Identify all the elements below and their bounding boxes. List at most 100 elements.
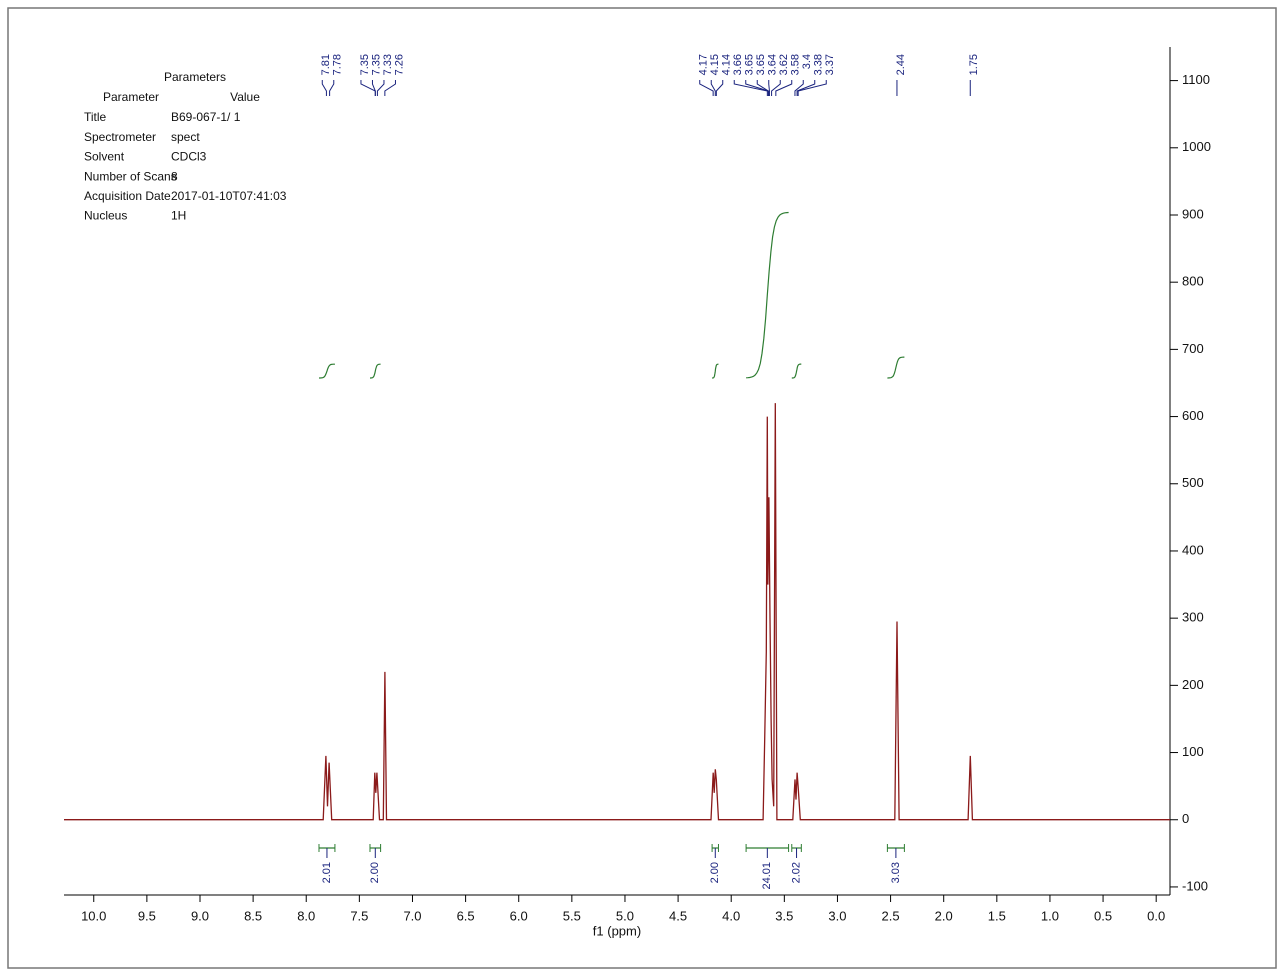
- peak-label: 3.58: [790, 54, 802, 75]
- x-tick-label: 2.0: [935, 908, 953, 923]
- frame: [7, 7, 1277, 969]
- peak-connector: [756, 80, 769, 96]
- integral-label: 2.02: [790, 862, 802, 883]
- y-tick-label: 100: [1182, 744, 1204, 759]
- peak-label: 3.38: [813, 54, 825, 75]
- peak-connector: [768, 80, 770, 96]
- integral-curve: [746, 211, 789, 379]
- x-tick-label: 1.0: [1041, 908, 1059, 923]
- peak-connector: [329, 80, 335, 96]
- x-tick-label: 3.0: [828, 908, 846, 923]
- x-tick-label: 1.5: [988, 908, 1006, 923]
- peak-label: 3.66: [732, 54, 744, 75]
- peak-label: 3.62: [778, 54, 790, 75]
- y-tick-label: 200: [1182, 677, 1204, 692]
- y-tick-label: -100: [1182, 878, 1208, 893]
- integral-curve: [887, 356, 905, 379]
- parameters-header: Parameter: [103, 90, 159, 104]
- y-tick-label: 300: [1182, 610, 1204, 625]
- parameter-value: spect: [171, 130, 200, 144]
- x-tick-label: 9.5: [138, 908, 156, 923]
- integral-curve: [319, 363, 335, 379]
- peak-connector: [384, 80, 396, 96]
- parameter-name: Number of Scans: [84, 169, 177, 183]
- x-tick-label: 3.5: [775, 908, 793, 923]
- parameters-title: Parameters: [164, 70, 226, 84]
- parameter-name: Acquisition Date: [84, 189, 171, 203]
- x-tick-label: 6.0: [510, 908, 528, 923]
- peak-label: 3.65: [755, 54, 767, 75]
- integral-curve: [712, 363, 719, 379]
- peak-connector: [710, 80, 716, 96]
- peak-label: 3.65: [744, 54, 756, 75]
- peak-connector: [775, 80, 793, 96]
- parameter-name: Title: [84, 110, 107, 124]
- peak-label: 3.64: [767, 54, 779, 75]
- peak-label: 7.81: [320, 54, 332, 75]
- integral-label: 2.00: [709, 862, 721, 883]
- peak-label: 7.35: [359, 54, 371, 75]
- peak-connector: [797, 80, 827, 96]
- x-tick-label: 7.0: [403, 908, 421, 923]
- x-tick-label: 6.5: [457, 908, 475, 923]
- parameter-value: 2017-01-10T07:41:03: [171, 189, 287, 203]
- x-tick-label: 4.0: [722, 908, 740, 923]
- peak-connector: [376, 80, 385, 96]
- parameter-value: B69-067-1/ 1: [171, 110, 241, 124]
- x-tick-label: 0.0: [1147, 908, 1165, 923]
- parameter-value: 1H: [171, 209, 186, 223]
- x-axis-title: f1 (ppm): [593, 923, 641, 938]
- peak-label: 7.26: [393, 54, 405, 75]
- integral-curve: [370, 363, 381, 379]
- spectrum-line: [64, 403, 1170, 821]
- x-tick-label: 5.5: [563, 908, 581, 923]
- peak-connector: [371, 80, 376, 96]
- peak-label: 7.33: [382, 54, 394, 75]
- parameter-value: CDCl3: [171, 150, 207, 164]
- parameter-name: Spectrometer: [84, 130, 156, 144]
- y-tick-label: 800: [1182, 274, 1204, 289]
- peak-label: 3.37: [824, 54, 836, 75]
- y-tick-label: 0: [1182, 811, 1189, 826]
- peak-connector: [733, 80, 768, 96]
- peak-connector: [794, 80, 804, 96]
- peak-label: 4.17: [698, 54, 710, 75]
- x-tick-label: 8.0: [297, 908, 315, 923]
- x-tick-label: 5.0: [616, 908, 634, 923]
- x-tick-label: 2.5: [882, 908, 900, 923]
- y-tick-label: 400: [1182, 542, 1204, 557]
- peak-connector: [771, 80, 781, 96]
- parameter-name: Solvent: [84, 150, 125, 164]
- peak-label: 1.75: [968, 54, 980, 75]
- x-tick-label: 9.0: [191, 908, 209, 923]
- peak-connector: [796, 80, 816, 96]
- y-tick-label: 900: [1182, 206, 1204, 221]
- peak-label: 4.14: [721, 54, 733, 75]
- x-tick-label: 10.0: [81, 908, 106, 923]
- integral-curve: [791, 363, 802, 379]
- peak-label: 4.15: [709, 54, 721, 75]
- peak-connector: [321, 80, 327, 96]
- parameter-value: 8: [171, 169, 178, 183]
- y-tick-label: 600: [1182, 408, 1204, 423]
- peak-connector: [699, 80, 714, 96]
- y-tick-label: 700: [1182, 341, 1204, 356]
- integral-label: 2.00: [369, 862, 381, 883]
- y-tick-label: 1000: [1182, 139, 1211, 154]
- peak-connector: [715, 80, 724, 96]
- x-tick-label: 7.5: [350, 908, 368, 923]
- parameters-header: Value: [230, 90, 260, 104]
- parameter-name: Nucleus: [84, 209, 127, 223]
- y-tick-label: 1100: [1182, 72, 1210, 87]
- integral-label: 2.01: [321, 862, 333, 883]
- peak-label: 2.44: [895, 54, 907, 75]
- x-tick-label: 4.5: [669, 908, 687, 923]
- peak-label: 3.4: [801, 54, 813, 69]
- x-tick-label: 8.5: [244, 908, 262, 923]
- integral-label: 3.03: [890, 862, 902, 883]
- y-tick-label: 500: [1182, 475, 1204, 490]
- integral-label: 24.01: [761, 862, 773, 890]
- peak-label: 7.78: [332, 54, 344, 75]
